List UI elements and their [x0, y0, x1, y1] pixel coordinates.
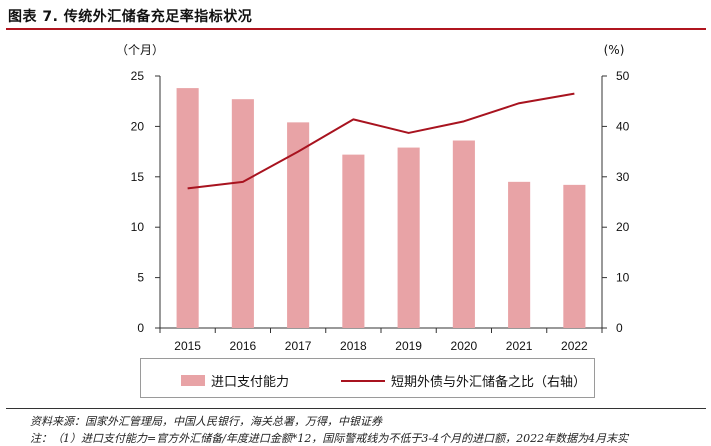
legend-label-bar: 进口支付能力 — [211, 371, 289, 390]
footer-divider — [6, 408, 706, 409]
bar-2021 — [508, 182, 530, 328]
note-text: 注：（1）进口支付能力=官方外汇储备/年度进口金额*12，国际警戒线为不低于3-… — [30, 430, 711, 446]
x-tick-label: 2018 — [340, 339, 367, 353]
legend-item-line: 短期外债与外汇储备之比（右轴） — [341, 371, 586, 390]
bar-2019 — [398, 148, 420, 328]
x-tick-label: 2016 — [230, 339, 257, 353]
legend: 进口支付能力 短期外债与外汇储备之比（右轴） — [140, 358, 595, 398]
chart-axes — [155, 76, 607, 333]
bar-2017 — [287, 122, 309, 328]
x-tick-label: 2015 — [174, 339, 201, 353]
x-tick-label: 2022 — [561, 339, 588, 353]
x-tick-label: 2019 — [395, 339, 422, 353]
y-right-tick-label: 30 — [616, 170, 630, 184]
x-tick-label: 2021 — [506, 339, 533, 353]
bar-2020 — [453, 141, 475, 328]
legend-swatch-line — [341, 380, 385, 382]
bar-series — [177, 88, 586, 328]
legend-item-bar: 进口支付能力 — [181, 371, 289, 390]
y-left-tick-label: 15 — [131, 170, 145, 184]
bar-2015 — [177, 88, 199, 328]
bar-2022 — [563, 185, 585, 328]
legend-label-line: 短期外债与外汇储备之比（右轴） — [391, 371, 586, 390]
y-left-tick-label: 5 — [137, 271, 144, 285]
y-right-tick-label: 10 — [616, 271, 630, 285]
y-right-unit-label: (%) — [604, 43, 625, 57]
x-tick-label: 2020 — [451, 339, 478, 353]
x-tick-label: 2017 — [285, 339, 312, 353]
bar-2018 — [342, 155, 364, 328]
y-right-tick-label: 0 — [616, 321, 623, 335]
bar-2016 — [232, 99, 254, 328]
y-left-tick-label: 10 — [131, 220, 145, 234]
y-left-tick-label: 20 — [131, 119, 145, 133]
source-text: 资料来源：国家外汇管理局，中国人民银行，海关总署，万得，中银证券 — [30, 413, 382, 429]
y-left-unit-label: （个月） — [116, 43, 164, 57]
legend-swatch-bar — [181, 375, 205, 386]
y-right-tick-label: 40 — [616, 119, 630, 133]
y-right-tick-label: 50 — [616, 69, 630, 83]
y-right-tick-label: 20 — [616, 220, 630, 234]
y-left-tick-label: 0 — [137, 321, 144, 335]
y-left-tick-label: 25 — [131, 69, 145, 83]
